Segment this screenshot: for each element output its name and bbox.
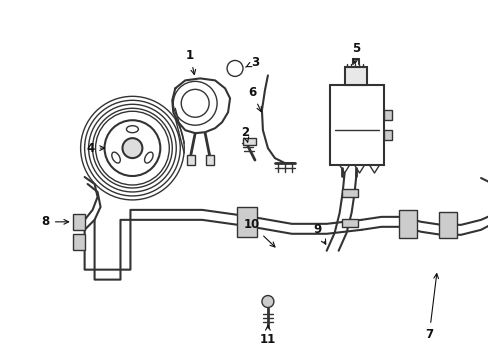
Bar	[341, 189, 357, 197]
Bar	[344, 67, 366, 85]
Circle shape	[81, 96, 184, 200]
Bar	[341, 219, 357, 227]
Text: 11: 11	[259, 325, 275, 346]
Text: 6: 6	[247, 86, 261, 112]
Text: 7: 7	[425, 274, 438, 341]
Text: 9: 9	[313, 223, 325, 244]
Circle shape	[262, 296, 273, 307]
Ellipse shape	[144, 152, 153, 163]
Circle shape	[229, 63, 240, 73]
Bar	[73, 214, 84, 230]
Circle shape	[95, 111, 169, 185]
Circle shape	[84, 100, 180, 196]
Bar	[384, 130, 392, 140]
Circle shape	[104, 120, 160, 176]
Circle shape	[173, 81, 217, 125]
Circle shape	[88, 104, 176, 192]
Text: 10: 10	[244, 218, 274, 247]
Bar	[399, 210, 416, 238]
Bar	[237, 207, 256, 237]
Bar	[73, 234, 84, 250]
Bar	[329, 85, 384, 165]
Ellipse shape	[126, 126, 138, 133]
Bar	[384, 110, 392, 120]
Text: 2: 2	[241, 126, 248, 142]
Text: 3: 3	[245, 56, 259, 69]
Circle shape	[181, 89, 209, 117]
Text: 8: 8	[41, 215, 68, 228]
Circle shape	[122, 138, 142, 158]
Bar	[243, 138, 255, 145]
Bar	[206, 155, 214, 165]
Ellipse shape	[112, 152, 120, 163]
Bar	[438, 212, 456, 238]
Circle shape	[92, 108, 172, 188]
Text: 5: 5	[352, 42, 360, 63]
Circle shape	[226, 60, 243, 76]
Text: 4: 4	[86, 141, 104, 155]
Bar	[187, 155, 195, 165]
Text: 1: 1	[186, 49, 195, 75]
